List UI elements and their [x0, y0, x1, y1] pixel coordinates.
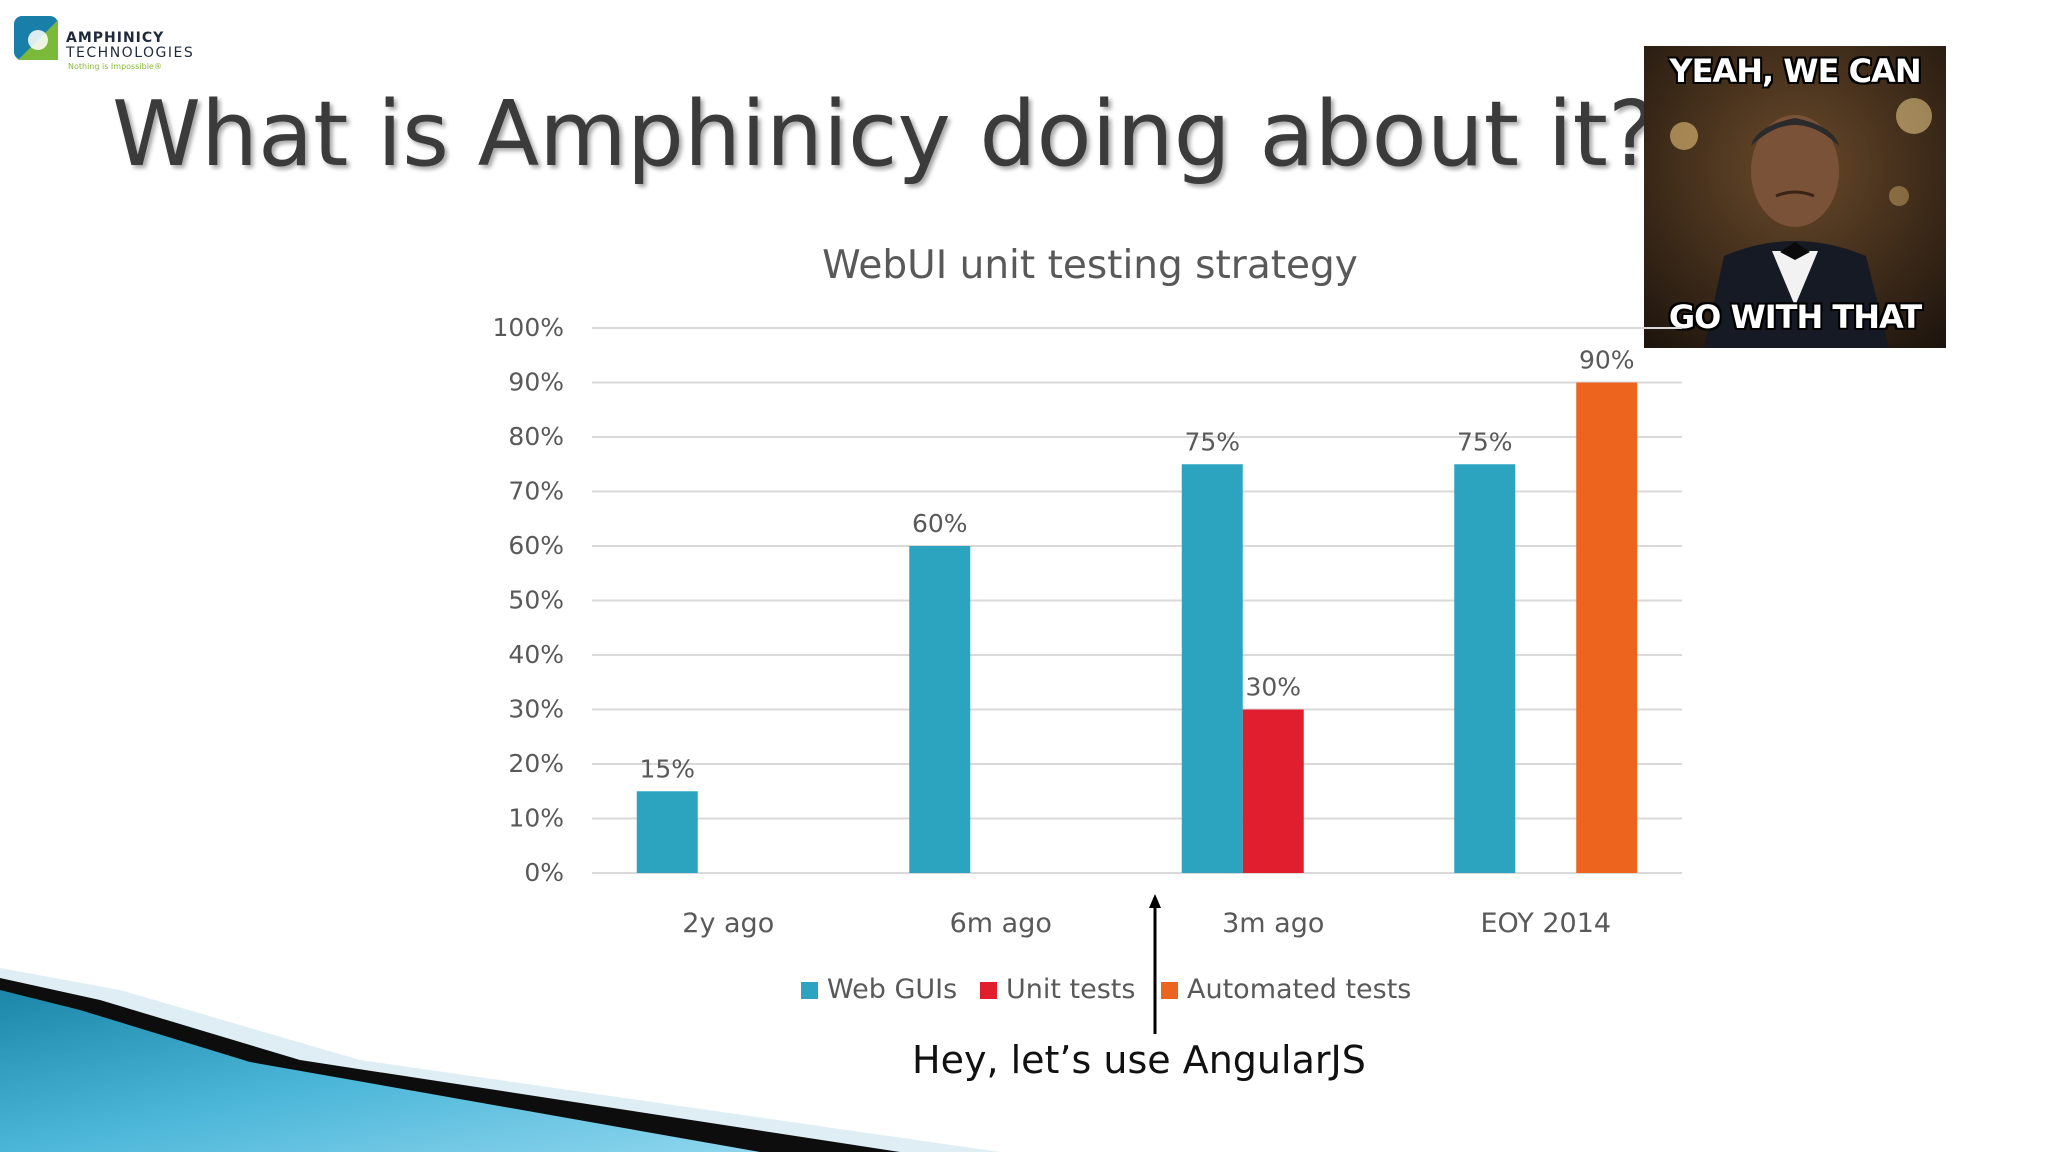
y-tick-label: 70% — [508, 477, 564, 506]
meme-photo — [1644, 46, 1946, 348]
y-tick-label: 20% — [508, 749, 564, 778]
bar-unit-tests — [1242, 709, 1304, 873]
x-category-label: 2y ago — [682, 908, 774, 939]
y-tick-label: 30% — [508, 695, 564, 724]
meme-top-text: YEAH, WE CAN — [1669, 52, 1921, 90]
page-title: What is Amphinicy doing about it? — [112, 82, 1656, 187]
corner-decoration — [0, 968, 1000, 1152]
x-category-label: 3m ago — [1222, 908, 1324, 939]
logo-mark-icon — [14, 16, 58, 60]
company-logo: AMPHINICY TECHNOLOGIES Nothing is Imposs… — [12, 14, 202, 76]
y-tick-label: 40% — [508, 640, 564, 669]
bar-web-guis — [1454, 464, 1516, 873]
bar-web-guis — [636, 791, 698, 873]
y-tick-label: 100% — [493, 313, 564, 342]
legend-label: Unit tests — [1006, 974, 1135, 1005]
data-label: 15% — [639, 754, 695, 783]
legend-swatch — [1161, 982, 1178, 999]
x-category-label: EOY 2014 — [1480, 908, 1611, 939]
bar-web-guis — [909, 546, 971, 873]
legend-swatch — [801, 982, 818, 999]
y-tick-label: 50% — [508, 586, 564, 615]
legend-label: Automated tests — [1187, 974, 1411, 1005]
data-label: 60% — [912, 509, 968, 538]
legend-swatch — [980, 982, 997, 999]
meme-image: YEAH, WE CAN GO WITH THAT — [1644, 46, 1946, 348]
chart-title: WebUI unit testing strategy — [822, 243, 1358, 288]
logo-tagline: Nothing is Impossible® — [68, 62, 162, 71]
x-category-label: 6m ago — [950, 908, 1052, 939]
logo-name: AMPHINICY — [66, 30, 165, 46]
y-tick-label: 80% — [508, 422, 564, 451]
data-label: 30% — [1245, 673, 1301, 702]
bar-web-guis — [1181, 464, 1243, 873]
data-label: 90% — [1579, 346, 1635, 375]
y-tick-label: 0% — [524, 858, 564, 887]
legend-label: Web GUIs — [827, 974, 957, 1005]
data-label: 75% — [1457, 427, 1513, 456]
annotation-text: Hey, let’s use AngularJS — [912, 1038, 1366, 1082]
meme-bottom-text: GO WITH THAT — [1668, 298, 1922, 336]
bar-automated-tests — [1576, 382, 1638, 873]
logo-subtitle: TECHNOLOGIES — [66, 45, 195, 61]
data-label: 75% — [1184, 427, 1240, 456]
y-tick-label: 10% — [508, 804, 564, 833]
bar-chart: WebUI unit testing strategy 0% 10% 20% 30% 40… — [493, 243, 1682, 1005]
y-tick-label: 90% — [508, 368, 564, 397]
y-tick-label: 60% — [508, 531, 564, 560]
